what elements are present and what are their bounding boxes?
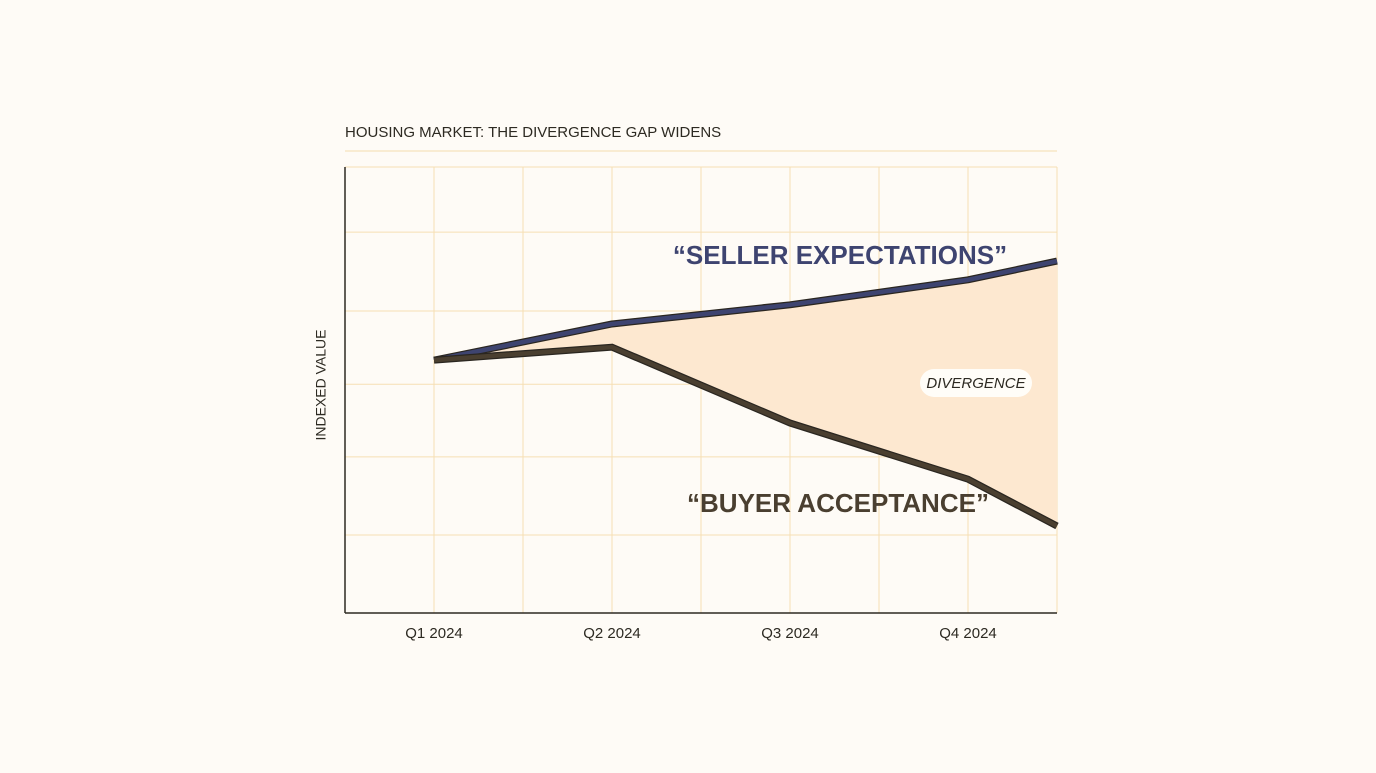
y-axis-label: INDEXED VALUE [313, 330, 329, 441]
series-line [433, 258, 1058, 363]
x-tick-label: Q2 2024 [583, 625, 641, 642]
x-tick-label: Q1 2024 [405, 625, 463, 642]
series-label: “BUYER ACCEPTANCE” [687, 488, 989, 518]
divergence-fill [434, 261, 1057, 527]
divergence-pill [920, 369, 1032, 397]
divergence-label: DIVERGENCE [926, 375, 1026, 392]
x-tick-label: Q4 2024 [939, 625, 997, 642]
series-label: “SELLER EXPECTATIONS” [673, 240, 1007, 270]
x-tick-label: Q3 2024 [761, 625, 819, 642]
chart-title: HOUSING MARKET: THE DIVERGENCE GAP WIDEN… [345, 124, 721, 141]
series-line [433, 344, 1059, 529]
